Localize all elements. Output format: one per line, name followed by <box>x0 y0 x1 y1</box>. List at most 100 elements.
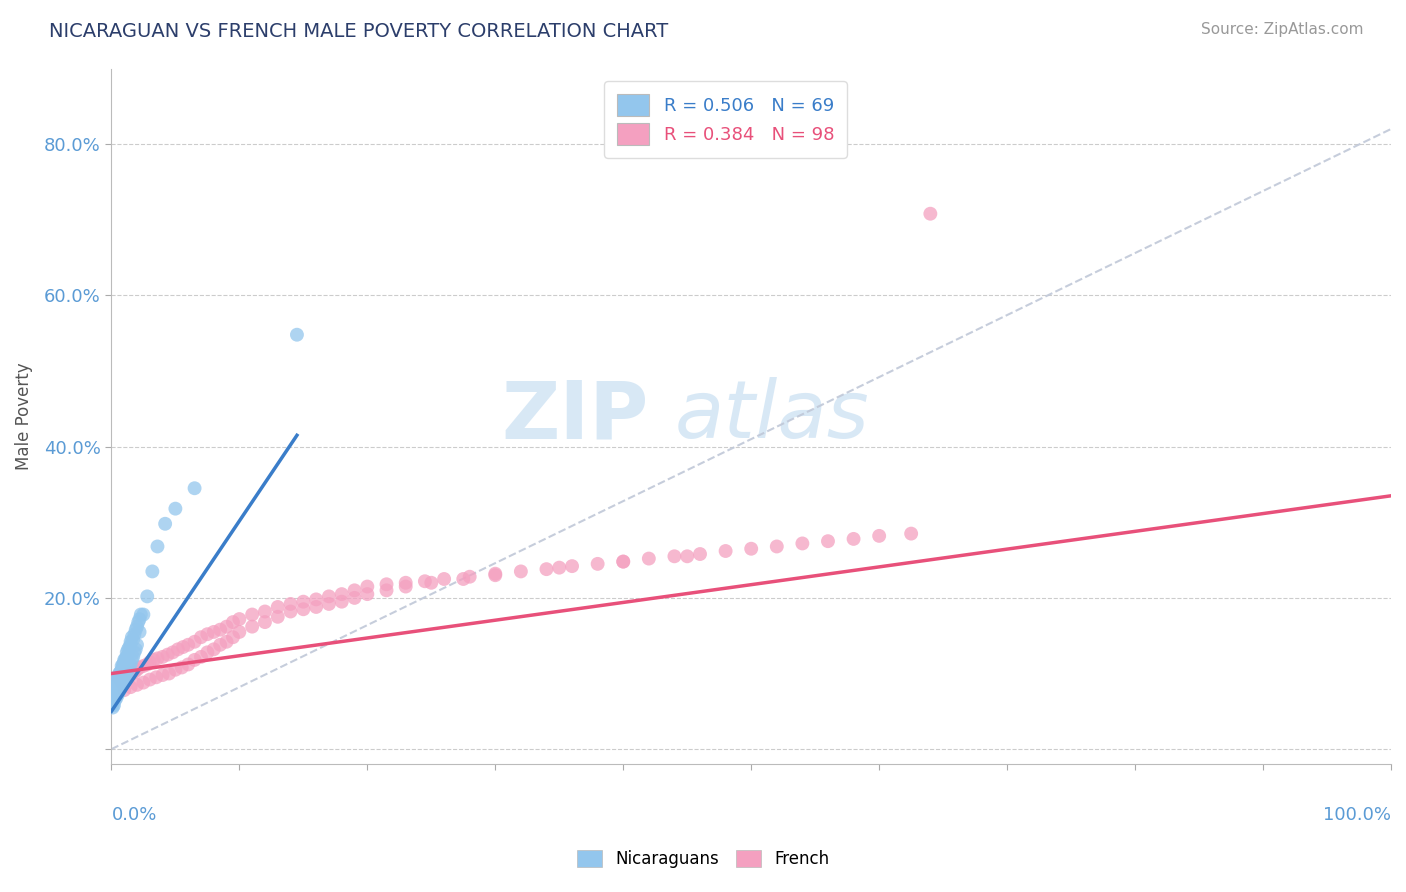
Point <box>136 590 159 604</box>
Point <box>253 615 276 629</box>
Point <box>125 678 148 692</box>
Point <box>139 673 162 687</box>
Text: atlas: atlas <box>675 377 869 456</box>
Point <box>111 675 134 690</box>
Point <box>132 659 155 673</box>
Point <box>209 623 232 637</box>
Point <box>110 670 132 684</box>
Point <box>112 663 135 677</box>
Point <box>112 673 135 687</box>
Point <box>285 327 308 342</box>
Point <box>104 681 127 696</box>
Point <box>128 624 150 639</box>
Point <box>637 551 659 566</box>
Point <box>740 541 762 556</box>
Point <box>170 660 193 674</box>
Point <box>117 664 139 678</box>
Point <box>842 532 865 546</box>
Y-axis label: Male Poverty: Male Poverty <box>15 362 32 470</box>
Point <box>120 680 142 694</box>
Point <box>318 590 340 604</box>
Point <box>125 663 148 677</box>
Point <box>375 583 398 598</box>
Point <box>165 663 187 677</box>
Point <box>817 534 839 549</box>
Point <box>141 565 163 579</box>
Point <box>458 570 481 584</box>
Point <box>240 620 263 634</box>
Point <box>103 690 125 704</box>
Point <box>146 540 169 554</box>
Point <box>420 575 443 590</box>
Text: NICARAGUAN VS FRENCH MALE POVERTY CORRELATION CHART: NICARAGUAN VS FRENCH MALE POVERTY CORREL… <box>49 22 668 41</box>
Point <box>115 649 138 664</box>
Point <box>127 615 149 629</box>
Point <box>202 642 225 657</box>
Point <box>103 698 125 713</box>
Point <box>395 580 418 594</box>
Point <box>118 660 141 674</box>
Point <box>139 655 162 669</box>
Point <box>104 693 127 707</box>
Point <box>356 580 378 594</box>
Point <box>190 630 212 644</box>
Point <box>292 602 315 616</box>
Point <box>115 666 138 681</box>
Point <box>114 669 136 683</box>
Point <box>689 547 711 561</box>
Point <box>111 663 134 677</box>
Point <box>103 685 125 699</box>
Point <box>142 653 165 667</box>
Point <box>228 612 250 626</box>
Point <box>484 566 506 581</box>
Point <box>110 665 132 679</box>
Point <box>105 678 128 692</box>
Point <box>253 605 276 619</box>
Point <box>920 207 942 221</box>
Point <box>121 653 143 667</box>
Text: 100.0%: 100.0% <box>1323 806 1391 824</box>
Point <box>162 645 184 659</box>
Text: 0.0%: 0.0% <box>111 806 157 824</box>
Point <box>177 638 200 652</box>
Point <box>110 681 132 696</box>
Point <box>120 634 142 648</box>
Point <box>714 544 737 558</box>
Point <box>157 666 180 681</box>
Legend: R = 0.506   N = 69, R = 0.384   N = 98: R = 0.506 N = 69, R = 0.384 N = 98 <box>605 81 846 158</box>
Point <box>108 684 131 698</box>
Point <box>124 627 146 641</box>
Point <box>222 615 245 629</box>
Point <box>280 605 302 619</box>
Point <box>209 638 232 652</box>
Text: Source: ZipAtlas.com: Source: ZipAtlas.com <box>1201 22 1364 37</box>
Point <box>125 623 148 637</box>
Point <box>172 640 194 654</box>
Point <box>112 683 135 698</box>
Point <box>561 559 583 574</box>
Point <box>453 572 475 586</box>
Point <box>356 587 378 601</box>
Point <box>190 649 212 664</box>
Point <box>145 670 167 684</box>
Point <box>165 501 187 516</box>
Point <box>111 666 134 681</box>
Point <box>195 627 218 641</box>
Point <box>101 700 124 714</box>
Point <box>111 675 134 690</box>
Point <box>101 697 124 711</box>
Point <box>112 673 135 687</box>
Point <box>152 668 174 682</box>
Point <box>128 660 150 674</box>
Point <box>183 653 205 667</box>
Point <box>152 649 174 664</box>
Point <box>121 666 143 681</box>
Point <box>115 645 138 659</box>
Point <box>202 624 225 639</box>
Point <box>900 526 922 541</box>
Point <box>676 549 699 564</box>
Point <box>765 540 787 554</box>
Point <box>112 655 135 669</box>
Point <box>108 673 131 687</box>
Point <box>122 632 145 647</box>
